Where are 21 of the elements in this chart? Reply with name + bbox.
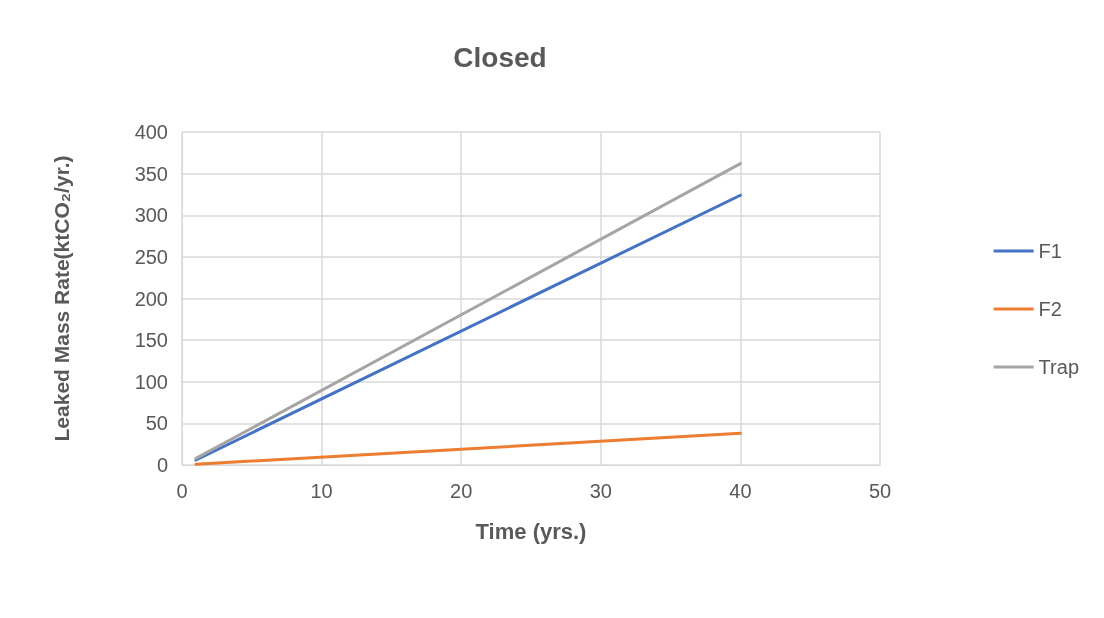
x-tick-label: 0 [176,480,188,502]
chart-title: Closed [453,41,547,73]
y-tick-label: 150 [134,329,168,352]
x-tick-label: 40 [729,480,752,502]
x-axis-title: Time (yrs.) [475,518,587,544]
x-tick-label: 20 [450,480,473,502]
y-tick-label: 100 [134,370,168,393]
legend-label: F1 [1038,240,1062,262]
y-tick-label: 50 [145,412,168,435]
y-tick-label: 400 [134,121,168,143]
legend-label: Trap [1038,356,1080,378]
x-tick-label: 30 [589,480,612,502]
y-tick-label: 0 [156,454,168,476]
x-tick-label: 50 [868,480,892,502]
y-tick-label: 300 [134,204,168,227]
legend-label: F2 [1038,298,1062,320]
y-tick-label: 350 [134,162,168,185]
x-tick-label: 10 [310,480,333,502]
y-axis-title: Leaked Mass Rate(ktCO₂/yr.) [50,155,73,442]
y-tick-label: 200 [134,287,168,310]
y-tick-label: 250 [134,245,168,268]
